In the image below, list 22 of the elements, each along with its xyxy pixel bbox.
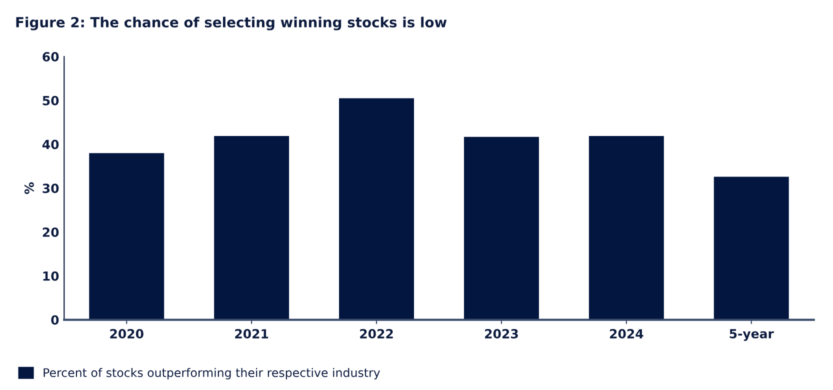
y-tick-label: 50 [42, 96, 59, 106]
x-tick-label: 2020 [110, 329, 144, 339]
y-tick-label: 0 [51, 315, 59, 325]
y-axis-title: % [24, 182, 34, 194]
bar [464, 136, 539, 320]
chart-title: Figure 2: The chance of selecting winning stocks is low [16, 16, 447, 30]
x-tick-label: 5-year [730, 329, 774, 341]
bar [588, 136, 664, 320]
x-tick-label: 2023 [485, 329, 518, 339]
y-tick-label: 20 [42, 228, 59, 237]
y-tick-label: 40 [42, 140, 59, 150]
bar [339, 98, 414, 320]
x-tick-label: 2024 [610, 329, 644, 339]
x-tick-label: 2022 [360, 329, 393, 339]
y-tick-label: 30 [42, 184, 59, 194]
x-tick-label: 2021 [235, 329, 268, 339]
bar [89, 153, 164, 320]
legend-label: Percent of stocks outperforming their respective industry [44, 368, 380, 380]
bar [214, 136, 290, 320]
y-tick-label: 60 [42, 52, 59, 62]
y-tick-label: 10 [43, 271, 59, 281]
bar [714, 176, 789, 320]
